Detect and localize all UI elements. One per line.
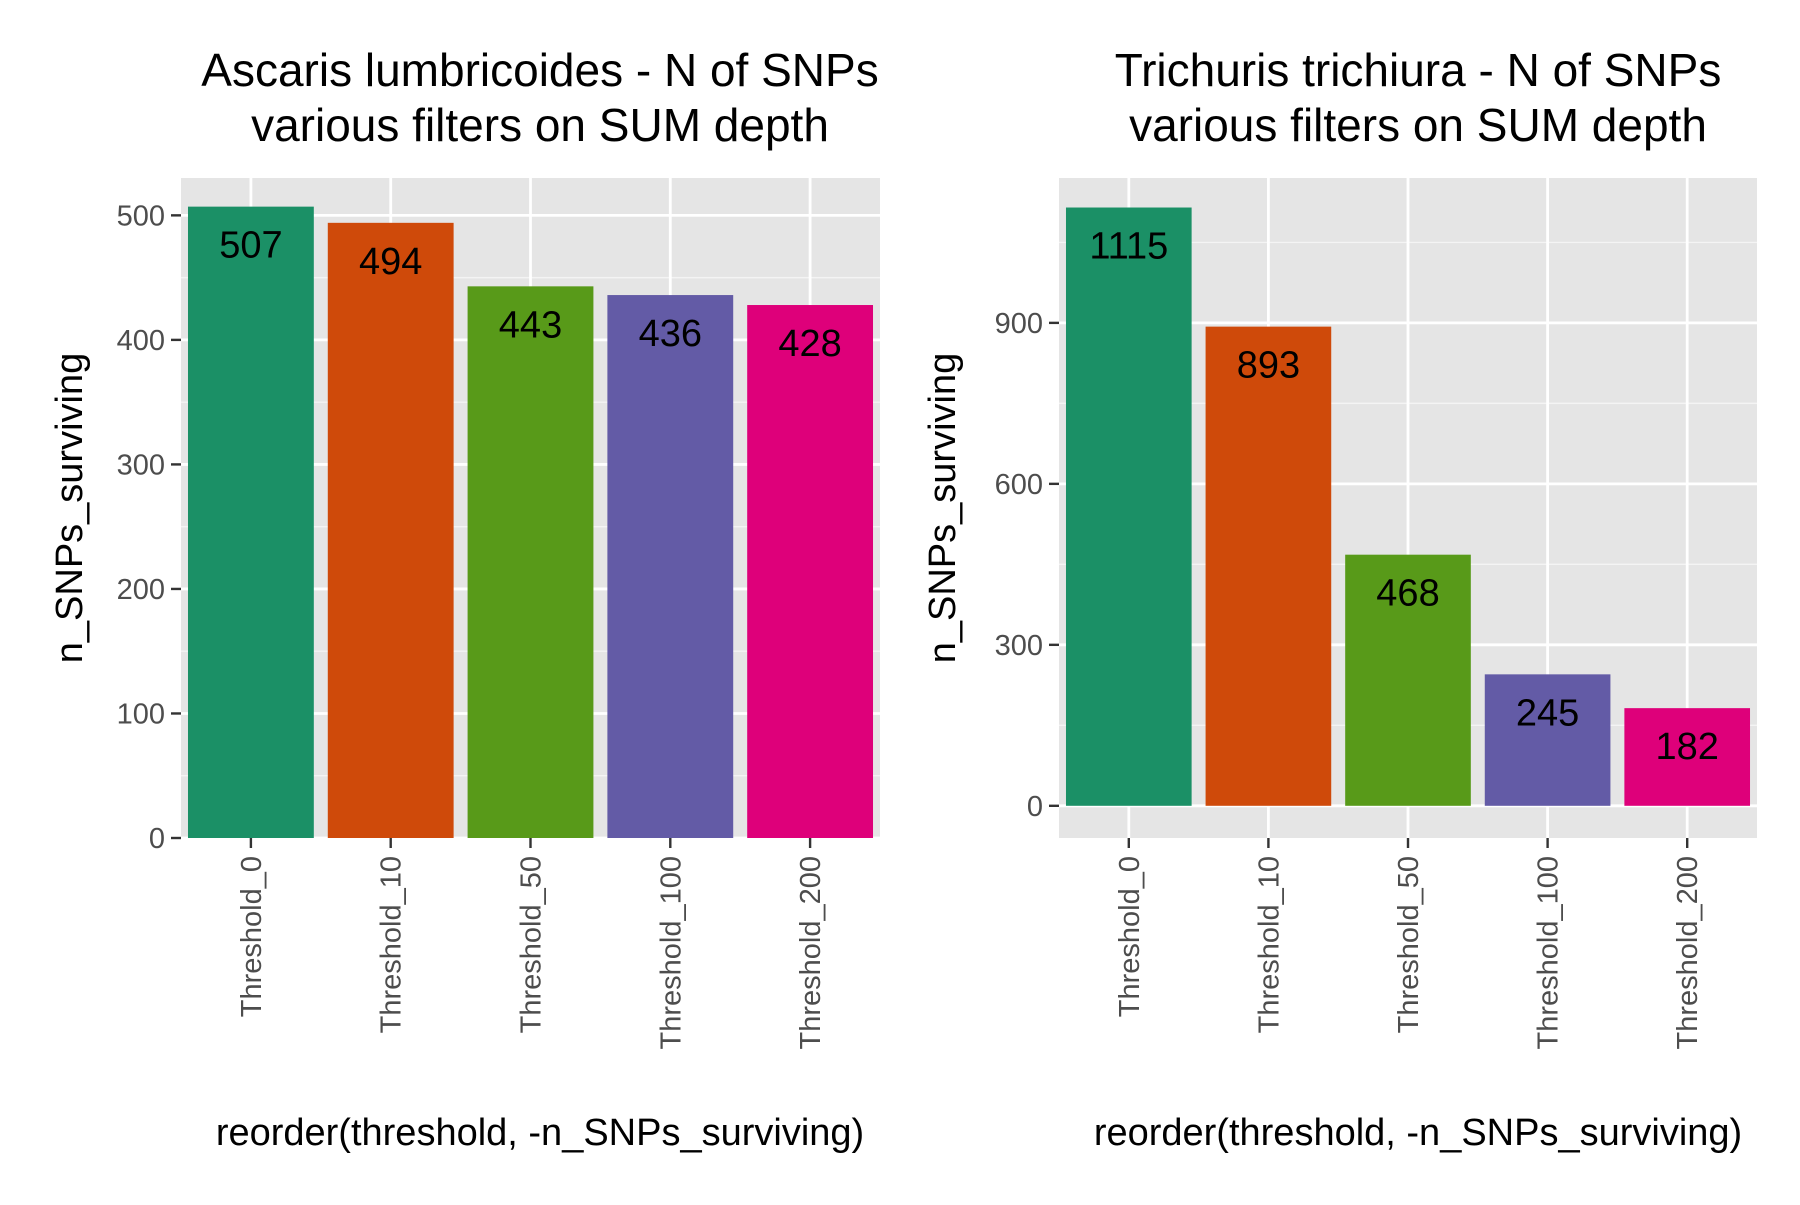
y-tick-label: 600 xyxy=(995,469,1043,501)
chart-title-line: various filters on SUM depth xyxy=(1129,99,1707,151)
bar-Threshold_0 xyxy=(187,206,314,839)
y-tick-label: 400 xyxy=(117,325,165,357)
y-tick-label: 100 xyxy=(117,698,165,730)
bar-Threshold_200 xyxy=(747,305,874,838)
data-label: 182 xyxy=(1655,726,1718,768)
x-tick-label: Threshold_10 xyxy=(376,856,408,1033)
x-tick-label: Threshold_200 xyxy=(795,856,827,1049)
data-label: 468 xyxy=(1376,573,1439,615)
bar-Threshold_100 xyxy=(607,295,734,838)
chart-title-line: Ascaris lumbricoides - N of SNPs xyxy=(201,44,878,96)
y-tick-label: 0 xyxy=(1027,791,1043,823)
y-tick-label: 0 xyxy=(149,823,165,855)
bar-Threshold_0 xyxy=(1065,207,1192,806)
bar-Threshold_10 xyxy=(327,222,454,838)
y-tick-label: 900 xyxy=(995,308,1043,340)
data-label: 893 xyxy=(1237,345,1300,387)
panel-text-group: Ascaris lumbricoides - N of SNPsvarious … xyxy=(201,44,878,1154)
x-tick-label: Threshold_10 xyxy=(1253,856,1285,1033)
bar-Threshold_50 xyxy=(467,286,594,839)
data-label: 428 xyxy=(778,323,841,365)
chart-title-line: Trichuris trichiura - N of SNPs xyxy=(1115,44,1722,96)
x-axis-title: reorder(threshold, -n_SNPs_surviving) xyxy=(1094,1112,1742,1154)
data-label: 494 xyxy=(359,241,422,283)
data-label: 245 xyxy=(1516,692,1579,734)
y-axis-title: n_SNPs_surviving xyxy=(49,353,91,663)
y-axis-title: n_SNPs_surviving xyxy=(922,353,964,663)
x-tick-label: Threshold_100 xyxy=(1533,856,1565,1049)
y-tick-label: 300 xyxy=(995,630,1043,662)
bar-Threshold_200 xyxy=(1624,708,1751,806)
bar-Threshold_100 xyxy=(1484,674,1611,806)
y-tick-label: 500 xyxy=(117,200,165,232)
x-axis-title: reorder(threshold, -n_SNPs_surviving) xyxy=(216,1112,864,1154)
bar-Threshold_10 xyxy=(1205,326,1332,806)
x-tick-label: Threshold_0 xyxy=(236,856,268,1017)
bar-Threshold_50 xyxy=(1345,554,1471,806)
x-tick-label: Threshold_50 xyxy=(1393,856,1425,1033)
chart-panel-2: 1115 893 468 245 182 0 300 600 900 Threshold_0 Thr… xyxy=(922,44,1757,1154)
data-label: 436 xyxy=(639,313,702,355)
chart-title-line: various filters on SUM depth xyxy=(251,99,829,151)
x-tick-label: Threshold_100 xyxy=(655,856,687,1049)
data-label: 507 xyxy=(219,225,282,267)
y-tick-label: 300 xyxy=(117,449,165,481)
x-tick-label: Threshold_50 xyxy=(516,856,548,1033)
x-tick-label: Threshold_200 xyxy=(1672,856,1704,1049)
chart-panel-1: 507 494 443 436 428 0 100 200 300 400 500 Threshold… xyxy=(49,44,880,1154)
data-label: 1115 xyxy=(1089,226,1168,268)
y-tick-label: 200 xyxy=(117,574,165,606)
data-label: 443 xyxy=(499,304,562,346)
x-tick-label: Threshold_0 xyxy=(1114,856,1146,1017)
